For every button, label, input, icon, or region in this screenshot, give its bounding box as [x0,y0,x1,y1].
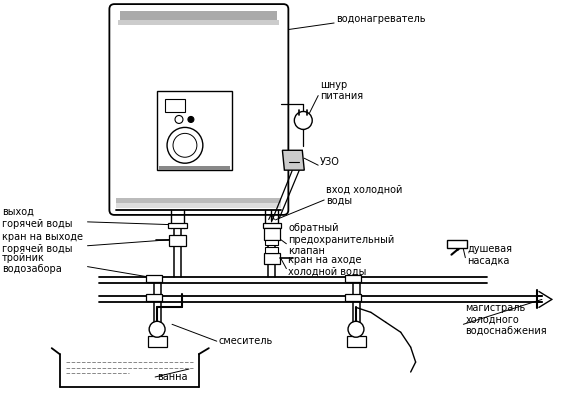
Text: смеситель: смеситель [219,336,273,346]
Text: шнур
питания: шнур питания [320,80,364,101]
Bar [159,166,229,170]
Text: кран на выходе
горячей воды: кран на выходе горячей воды [2,232,83,254]
Circle shape [188,117,194,123]
Bar [168,223,187,228]
Bar [146,295,162,301]
Circle shape [173,133,197,157]
Bar [347,336,366,347]
Bar [148,336,167,347]
Polygon shape [282,150,304,170]
Circle shape [175,115,183,123]
Bar [118,20,279,25]
Text: УЗО: УЗО [320,157,340,167]
Bar [345,275,361,281]
Bar [169,235,186,246]
Circle shape [167,127,203,163]
Bar [264,253,281,263]
Bar [448,240,467,248]
FancyBboxPatch shape [110,4,289,215]
Text: душевая
насадка: душевая насадка [467,244,512,265]
Text: вход холодной
воды: вход холодной воды [326,184,403,206]
Bar [116,203,281,208]
Bar [345,295,361,301]
Bar [120,11,277,20]
Bar [146,275,162,281]
Text: обратный
предохранительный
клапан: обратный предохранительный клапан [289,223,395,256]
Bar [157,91,232,170]
Bar [265,240,278,245]
Text: тройник
водозабора: тройник водозабора [2,253,62,275]
Text: ванна: ванна [157,372,187,382]
Text: кран на аходе
холодной воды: кран на аходе холодной воды [289,255,367,277]
Bar [265,247,278,253]
Bar [262,223,281,228]
Circle shape [348,321,364,337]
Circle shape [149,321,165,337]
Bar [116,198,281,203]
Text: магистраль
холодного
водоснабжения: магистраль холодного водоснабжения [465,303,547,336]
Text: выход
горячей воды: выход горячей воды [2,207,73,229]
Circle shape [294,111,312,129]
Bar [165,99,185,113]
Text: водонагреватель: водонагреватель [336,14,425,24]
Bar [264,228,281,240]
